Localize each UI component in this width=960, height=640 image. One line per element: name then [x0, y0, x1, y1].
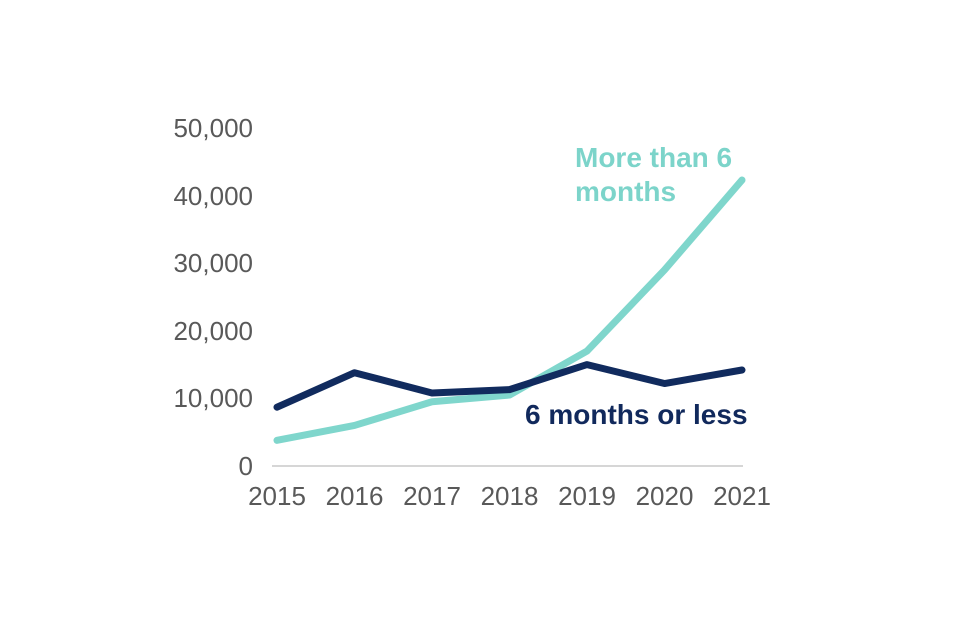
x-axis-tick-label: 2018: [480, 481, 539, 511]
x-axis-tick-label: 2015: [248, 481, 306, 511]
x-axis-tick-label: 2020: [635, 481, 694, 511]
y-axis-tick-label: 0: [238, 451, 253, 481]
series-label-line: More than 6: [575, 142, 733, 173]
x-axis-tick-label: 2019: [558, 481, 616, 511]
y-axis-tick-label: 50,000: [173, 113, 253, 143]
series-label-more-than-6-months: More than 6 months: [575, 141, 732, 209]
x-axis-tick-label: 2021: [713, 481, 771, 511]
y-axis-tick-label: 40,000: [173, 180, 253, 211]
y-axis-tick-label: 30,000: [173, 248, 253, 279]
series-label-line: months: [575, 176, 677, 207]
series-label-line: 6 months or less: [525, 399, 748, 430]
y-axis-tick-label: 20,000: [173, 315, 253, 346]
x-axis-tick-label: 2017: [403, 481, 461, 511]
y-axis-tick-label: 10,000: [173, 383, 253, 414]
series-label-6-months-or-less: 6 months or less: [525, 398, 748, 432]
x-axis-tick-label: 2016: [325, 481, 384, 511]
series-line-more-than-6-months: [273, 176, 746, 444]
series-line-6-months-or-less: [273, 361, 746, 411]
